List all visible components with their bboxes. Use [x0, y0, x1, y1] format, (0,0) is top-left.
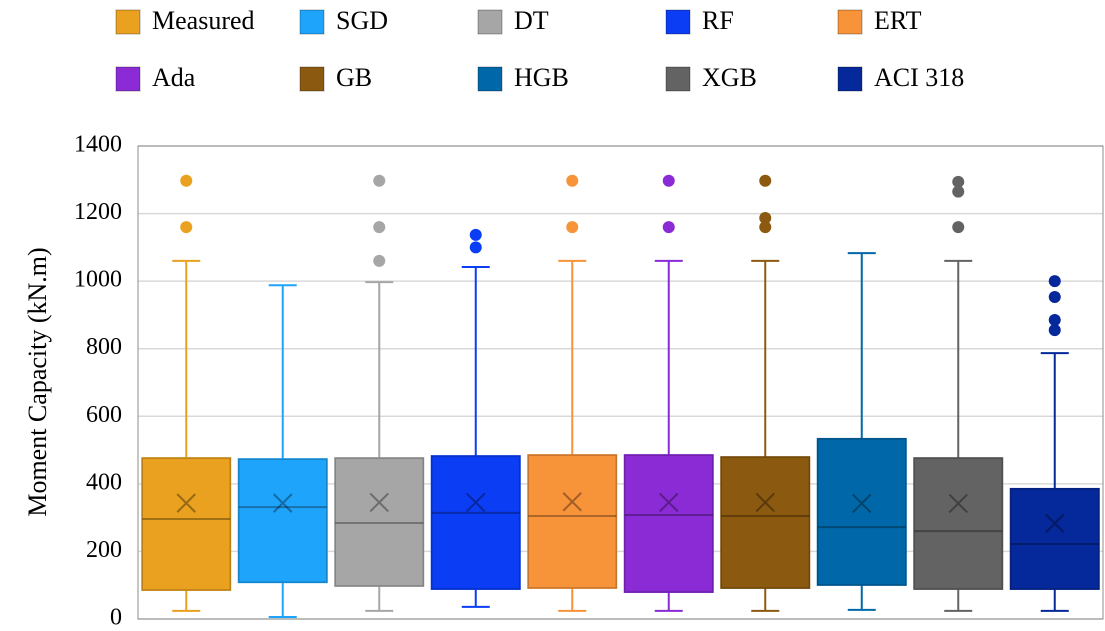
- outlier: [469, 241, 482, 254]
- box: [527, 454, 618, 589]
- legend-label: RF: [702, 6, 734, 35]
- outlier: [952, 175, 965, 188]
- legend-swatch: [837, 9, 863, 35]
- box-outline: [238, 458, 328, 583]
- legend-swatch: [477, 9, 503, 35]
- box-outline: [141, 457, 231, 591]
- legend-label: ERT: [874, 6, 922, 35]
- legend-label: DT: [514, 6, 549, 35]
- box: [913, 457, 1004, 590]
- mean-marker: [466, 492, 486, 513]
- y-axis-label: Moment Capacity (kN.m): [23, 247, 52, 516]
- outlier: [759, 174, 772, 187]
- y-tick-label: 400: [86, 469, 122, 495]
- legend-label: SGD: [336, 6, 388, 35]
- legend-label: HGB: [514, 63, 569, 92]
- outlier: [1048, 313, 1061, 326]
- legend-label: Measured: [152, 6, 255, 35]
- box: [430, 455, 521, 590]
- outlier: [952, 185, 965, 198]
- outlier: [373, 221, 386, 234]
- box: [237, 458, 328, 584]
- box-outline: [913, 457, 1003, 590]
- mean-marker: [852, 493, 872, 514]
- outlier: [952, 221, 965, 234]
- outlier: [662, 221, 675, 234]
- legend-swatch: [115, 9, 141, 35]
- outlier: [566, 221, 579, 234]
- y-tick-label: 1200: [74, 199, 122, 225]
- legend-label: Ada: [152, 63, 196, 92]
- mean-marker: [948, 493, 968, 514]
- box-outline: [334, 457, 424, 587]
- box-outline: [527, 454, 617, 589]
- outlier: [180, 221, 193, 234]
- outlier: [662, 174, 675, 187]
- legend-swatch: [477, 66, 503, 92]
- legend-swatch: [665, 9, 691, 35]
- outlier: [759, 211, 772, 224]
- mean-marker: [369, 492, 389, 513]
- y-tick-label: 200: [86, 537, 122, 563]
- legend-swatch: [299, 66, 325, 92]
- box: [1009, 487, 1100, 590]
- box: [816, 437, 907, 586]
- y-tick-label: 1400: [74, 132, 122, 158]
- legend-swatch: [665, 66, 691, 92]
- y-tick-label: 600: [86, 402, 122, 428]
- outlier: [566, 174, 579, 187]
- y-tick-label: 0: [110, 605, 122, 631]
- legend-swatch: [299, 9, 325, 35]
- outlier: [180, 174, 193, 187]
- legend-label: ACI 318: [874, 63, 964, 92]
- mean-marker: [659, 492, 679, 513]
- box: [623, 454, 714, 593]
- outlier: [1048, 324, 1061, 337]
- outlier: [373, 254, 386, 267]
- outlier: [759, 221, 772, 234]
- box-outline: [817, 438, 907, 586]
- mean-marker: [176, 493, 196, 513]
- box-outline: [624, 454, 714, 593]
- outlier: [373, 174, 386, 187]
- box-outline: [431, 455, 521, 590]
- y-tick-label: 800: [86, 334, 122, 360]
- mean-marker: [1045, 513, 1065, 534]
- legend-swatch: [115, 66, 141, 92]
- mean-marker: [755, 492, 775, 513]
- outlier: [1048, 291, 1061, 304]
- legend-swatch: [837, 66, 863, 92]
- box: [141, 457, 232, 591]
- box-outline: [720, 456, 810, 589]
- box: [720, 456, 811, 589]
- y-tick-label: 1000: [74, 267, 122, 293]
- outlier: [469, 228, 482, 241]
- plot-frame: [137, 145, 1104, 620]
- box-outline: [1010, 488, 1100, 590]
- mean-marker: [273, 493, 293, 513]
- legend-label: GB: [336, 63, 372, 92]
- outlier: [1048, 275, 1061, 288]
- box: [334, 457, 425, 587]
- legend-label: XGB: [702, 63, 757, 92]
- mean-marker: [562, 492, 582, 512]
